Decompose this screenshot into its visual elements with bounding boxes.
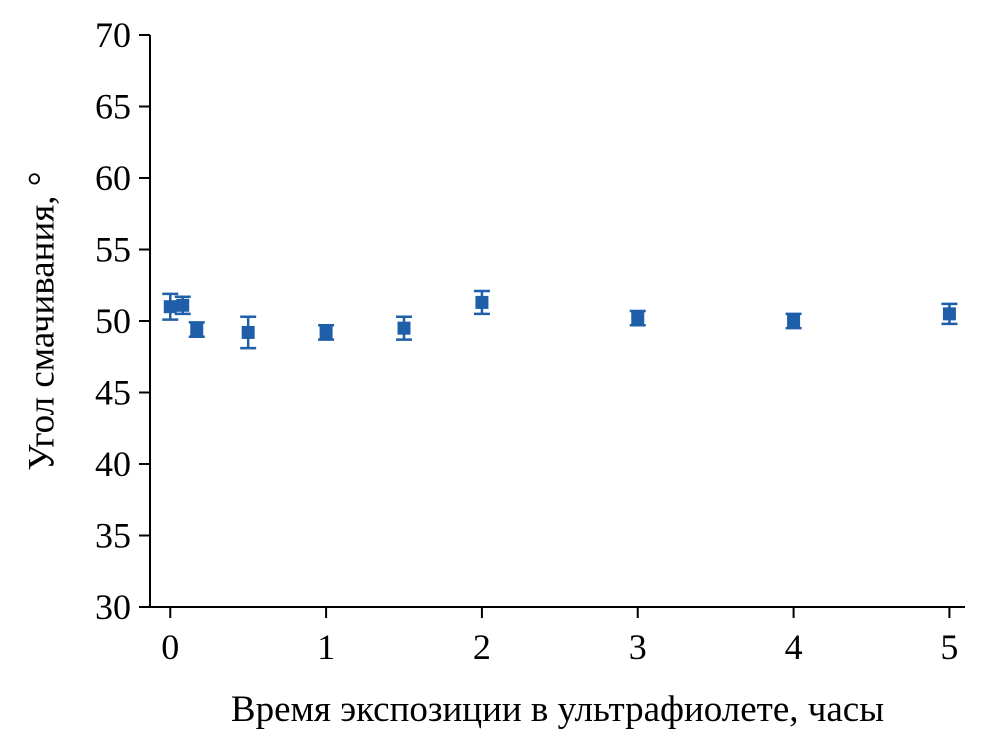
data-point [188,321,205,338]
data-point [629,309,646,327]
y-tick-label: 35 [95,516,131,556]
x-axis-label: Время экспозиции в ультрафиолете, часы [230,689,885,730]
square-marker [163,300,177,314]
y-tick-label: 65 [95,87,131,127]
y-axis-label: Угол смачивания, ° [21,171,63,471]
square-marker [397,321,411,335]
y-tick-label: 45 [95,373,131,413]
data-point [396,315,413,341]
square-marker [787,314,801,328]
data-point [318,324,335,341]
x-tick-label: 4 [785,627,803,667]
x-tick-label: 0 [161,627,179,667]
data-point [174,295,191,316]
x-tick-label: 2 [473,627,491,667]
y-tick-label: 60 [95,158,131,198]
data-point [473,289,490,316]
square-marker [319,325,333,339]
data-point [785,312,802,330]
y-tick-label: 40 [95,444,131,484]
square-marker [942,307,956,321]
y-tick-label: 70 [95,15,131,55]
data-point [941,302,958,326]
x-tick-label: 3 [629,627,647,667]
x-tick-label: 5 [940,627,958,667]
square-marker [241,325,255,339]
data-point [162,292,179,321]
square-marker [631,311,645,325]
y-tick-label: 30 [95,587,131,627]
x-tick-label: 1 [317,627,335,667]
square-marker [176,298,190,312]
y-tick-label: 55 [95,230,131,270]
y-tick-label: 50 [95,301,131,341]
square-marker [190,323,204,337]
square-marker [475,295,489,309]
data-point [240,315,257,350]
